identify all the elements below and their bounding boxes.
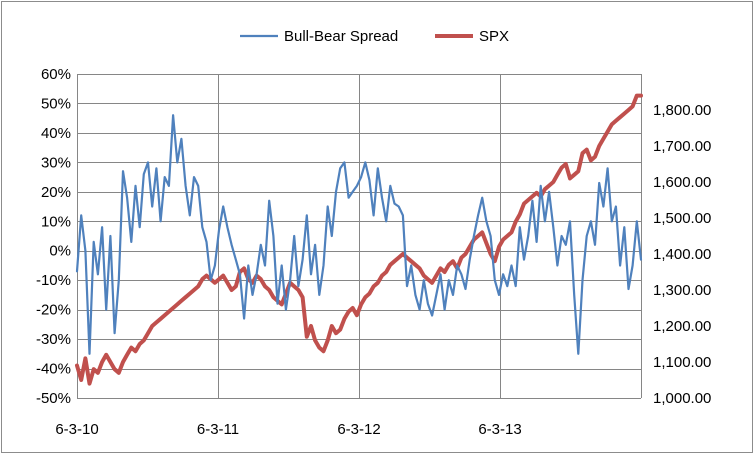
y-left-tick-label: -50% [36,390,71,407]
y-right-tick-label: 1,600.00 [653,174,711,191]
x-tick-label: 6-3-10 [55,421,98,438]
y-left-tick-label: 0% [49,243,71,260]
y-left-tick-label: 60% [41,66,71,83]
series-line-bull-bear-spread [75,114,643,355]
series-line-spx [75,93,643,386]
y-right-tick-label: 1,800.00 [653,102,711,119]
x-tick-label: 6-3-11 [197,421,239,438]
legend: Bull-Bear Spread SPX [240,28,509,45]
series-lines [75,93,643,386]
y-left-tick-label: 10% [41,213,71,230]
y-left-tick-label: -20% [36,302,71,319]
x-axis-labels: 6-3-10 6-3-11 6-3-12 6-3-13 [55,421,521,438]
y-right-tick-label: 1,400.00 [653,246,711,263]
y-right-tick-label: 1,700.00 [653,138,711,155]
y-left-tick-label: -40% [36,361,71,378]
legend-label: SPX [479,28,509,45]
y-right-tick-label: 1,000.00 [653,390,711,407]
legend-label: Bull-Bear Spread [284,28,398,45]
y-left-tick-label: 30% [41,154,71,171]
y-right-tick-label: 1,100.00 [653,354,711,371]
y-right-tick-label: 1,500.00 [653,210,711,227]
y-right-tick-label: 1,300.00 [653,282,711,299]
y-left-tick-label: 40% [41,125,71,142]
y-axis-right-labels: 1,800.00 1,700.00 1,600.00 1,500.00 1,400.00… [653,102,711,407]
y-left-tick-label: 20% [41,184,71,201]
y-left-tick-label: 50% [41,95,71,112]
x-tick-label: 6-3-13 [478,421,521,438]
y-left-tick-label: -30% [36,331,71,348]
y-right-tick-label: 1,200.00 [653,318,711,335]
gridlines [77,74,642,399]
y-axis-left-labels: 60% 50% 40% 30% 20% 10% 0% -10% -20% -30% -40% -50% [36,66,71,407]
x-tick-label: 6-3-12 [337,421,380,438]
y-left-tick-label: -10% [36,272,71,289]
